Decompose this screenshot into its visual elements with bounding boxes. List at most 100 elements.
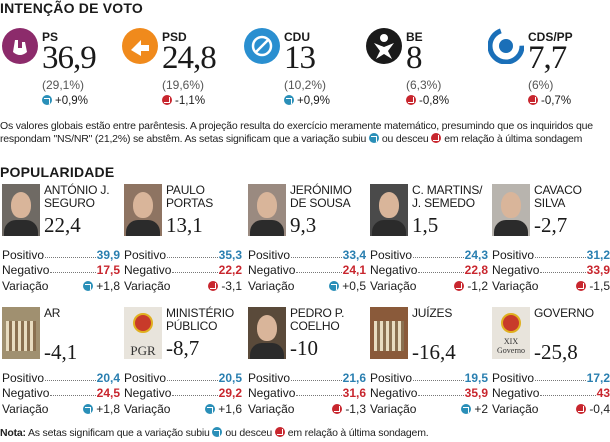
figure-photo (2, 184, 40, 236)
party-logo-icon (2, 28, 38, 64)
figure-score: -16,4 (412, 340, 456, 364)
negative-row: Negativo 24,1 (248, 263, 366, 277)
party-logo-icon (122, 28, 158, 64)
positive-label: Positivo (2, 248, 45, 262)
positive-row: Positivo 21,6 (248, 371, 366, 385)
negative-row: Negativo 43 (492, 386, 610, 400)
negative-label: Negativo (370, 263, 418, 277)
up-arrow-icon (83, 404, 94, 414)
positive-value: 17,2 (586, 371, 610, 385)
down-arrow-icon (162, 95, 172, 105)
negative-label: Negativo (124, 386, 172, 400)
variation-row: Variação -0,4 (492, 402, 610, 416)
figure-name: GOVERNO (534, 306, 594, 320)
figure-score: -4,1 (44, 340, 78, 364)
negative-row: Negativo 31,6 (248, 386, 366, 400)
negative-row: Negativo 33,9 (492, 263, 610, 277)
variation-row: Variação +2 (370, 402, 488, 416)
negative-value: 29,2 (218, 386, 242, 400)
popularity-card: ANTÓNIO J. SEGURO 22,4 Positivo 39,9 Negativ… (2, 184, 120, 304)
positive-label: Positivo (248, 371, 291, 385)
positive-label: Positivo (370, 371, 413, 385)
down-arrow-icon (208, 281, 219, 291)
party-cds-pp: CDS/PP 7,7 (6%) -0,7% (487, 27, 608, 112)
figure-name: PAULO PORTAS (166, 183, 214, 210)
positive-value: 33,4 (342, 248, 366, 262)
figure-name: JUÍZES (412, 306, 453, 320)
positive-value: 19,5 (464, 371, 488, 385)
up-arrow-icon (284, 95, 294, 105)
footnote-text-3: em relação à última sondagem. (287, 427, 429, 439)
positive-row: Positivo 19,5 (370, 371, 488, 385)
negative-value: 31,6 (342, 386, 366, 400)
variation-label: Variação (124, 279, 171, 293)
negative-value: 17,5 (96, 263, 120, 277)
note-text-1: Os valores globais estão entre parêntesi… (0, 120, 593, 145)
figure-score: -10 (290, 336, 318, 360)
party-value: 8 (406, 40, 422, 76)
figure-score: 13,1 (166, 213, 203, 237)
figure-name: MINISTÉRIO PÚBLICO (166, 306, 235, 333)
popularity-card: CAVACO SILVA -2,7 Positivo 31,2 Negativo 33,9… (492, 184, 610, 304)
positive-value: 35,3 (218, 248, 242, 262)
up-arrow-icon (83, 281, 94, 291)
positive-label: Positivo (370, 248, 413, 262)
footnote-text-2: ou desceu (225, 427, 273, 439)
section-title-intencao: INTENÇÃO DE VOTO (0, 0, 143, 16)
variation-label: Variação (370, 279, 417, 293)
variation-value: +1,6 (218, 402, 242, 416)
figure-photo (2, 307, 40, 359)
variation-label: Variação (248, 402, 295, 416)
party-name: BE (406, 30, 423, 44)
party-logo-icon (244, 28, 280, 64)
party-global-pct: (6,3%) (406, 78, 442, 92)
positive-value: 39,9 (96, 248, 120, 262)
negative-row: Negativo 24,5 (2, 386, 120, 400)
positive-label: Positivo (492, 248, 535, 262)
positive-value: 24,3 (464, 248, 488, 262)
up-arrow-icon (42, 95, 52, 105)
positive-row: Positivo 20,4 (2, 371, 120, 385)
down-arrow-icon (406, 95, 416, 105)
positive-value: 21,6 (342, 371, 366, 385)
positive-row: Positivo 31,2 (492, 248, 610, 262)
party-variation: -1,1% (162, 95, 205, 107)
down-arrow-icon (431, 133, 442, 143)
positive-row: Positivo 17,2 (492, 371, 610, 385)
footnote-text-1: As setas significam que a variação subiu (27, 427, 210, 439)
popularity-card: PAULO PORTAS 13,1 Positivo 35,3 Negativo 22,2… (124, 184, 242, 304)
figure-score: 9,3 (290, 213, 317, 237)
figure-score: -2,7 (534, 213, 568, 237)
party-variation: -0,8% (406, 95, 449, 107)
figure-name: C. MARTINS/ J. SEMEDO (412, 183, 483, 210)
negative-label: Negativo (248, 386, 296, 400)
variation-value: +1,8 (96, 279, 120, 293)
party-value: 24,8 (162, 40, 217, 76)
variation-row: Variação -3,1 (124, 279, 242, 293)
variation-row: Variação -1,5 (492, 279, 610, 293)
institution-logo-text: XIX Governo (497, 337, 525, 355)
party-be: BE 8 (6,3%) -0,8% (366, 28, 486, 112)
figure-photo (124, 184, 162, 236)
figure-photo: PGR (124, 307, 162, 359)
variation-row: Variação +1,8 (2, 402, 120, 416)
down-arrow-icon (274, 427, 285, 437)
figure-name: PEDRO P. COELHO (290, 306, 345, 333)
variation-value: -1,3 (345, 402, 366, 416)
popularity-card: JERÓNIMO DE SOUSA 9,3 Positivo 33,4 Negativo… (248, 184, 366, 304)
popularity-card: PGR MINISTÉRIO PÚBLICO -8,7 Positivo 20,5 Neg… (124, 307, 242, 427)
negative-row: Negativo 22,2 (124, 263, 242, 277)
party-name: PS (42, 30, 59, 44)
variation-value: -3,1 (221, 279, 242, 293)
institution-logo-text: PGR (130, 343, 156, 358)
party-variation: -0,7% (528, 95, 571, 107)
footnote-label: Nota: (0, 427, 26, 439)
variation-label: Variação (492, 279, 539, 293)
party-logo-icon (487, 27, 525, 65)
positive-value: 20,5 (218, 371, 242, 385)
variation-row: Variação -1,3 (248, 402, 366, 416)
party-global-pct: (19,6%) (162, 78, 205, 92)
negative-value: 24,1 (342, 263, 366, 277)
figure-photo (248, 184, 286, 236)
party-value: 7,7 (528, 40, 567, 76)
